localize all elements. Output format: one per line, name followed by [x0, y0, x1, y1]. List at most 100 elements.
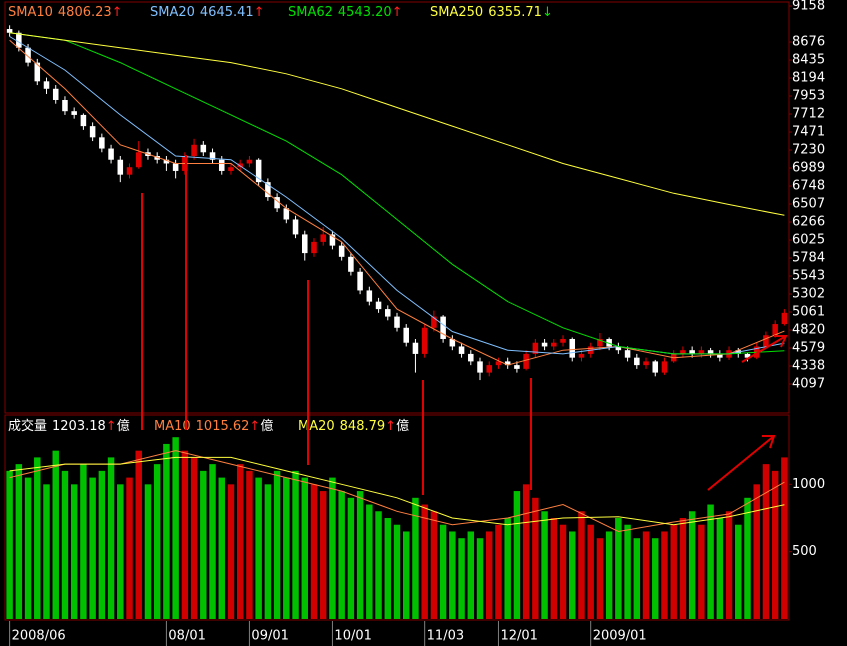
y-tick-label: 8194 [792, 71, 825, 86]
volume-bar [366, 504, 373, 619]
legend-entry: MA10 1015.62↑億 [154, 418, 273, 434]
volume-bar [698, 524, 705, 619]
candle-body [569, 338, 576, 358]
legend-arrow: ↑ [249, 419, 260, 434]
volume-bar [688, 511, 696, 619]
candle-body [624, 350, 631, 358]
volume-bar [61, 470, 69, 619]
volume-bar [707, 504, 714, 619]
y-tick-label: 1000 [792, 477, 825, 492]
y-tick-label: 5302 [792, 287, 825, 302]
legend-entry: SMA10 4806.23↑ [8, 5, 123, 20]
candle-body [652, 361, 659, 373]
arrow-head [762, 435, 776, 449]
candle-body [431, 316, 437, 328]
volume-bar [117, 484, 124, 619]
legend-name: SMA10 [8, 5, 53, 20]
volume-bar [6, 470, 13, 619]
candle-body [348, 256, 354, 272]
annotation-arrow [741, 335, 787, 363]
candle-body [366, 290, 373, 302]
volume-bar [569, 531, 576, 619]
y-tick-label: 5543 [792, 269, 825, 284]
ma-line [9, 39, 785, 366]
volume-bar [255, 477, 262, 619]
legend-unit: 億 [396, 418, 409, 434]
candle-body [311, 241, 317, 254]
annotations [141, 155, 788, 495]
x-tick-label: 09/01 [251, 629, 288, 644]
candle-body [117, 159, 124, 175]
legend-name: MA10 [154, 419, 191, 434]
candle-body [698, 350, 705, 354]
candle-body [172, 163, 179, 171]
legend-name: SMA20 [150, 5, 195, 20]
y-tick-label: 9158 [792, 0, 825, 14]
candle-body [43, 81, 50, 89]
volume-bar [449, 531, 456, 619]
x-tick-label: 08/01 [168, 629, 205, 644]
candle-body [661, 361, 668, 373]
volume-bar [163, 443, 170, 619]
legend-entry: MA20 848.79↑億 [298, 418, 409, 434]
volume-bar [301, 477, 308, 619]
candle-body [781, 312, 788, 325]
volume-bar [781, 457, 788, 619]
arrow-head [774, 335, 788, 348]
legend-name: SMA62 [288, 5, 333, 20]
legend-name: MA20 [298, 419, 335, 434]
candle-body [514, 365, 520, 369]
legend-entry: SMA20 4645.41↑ [150, 5, 265, 20]
y-tick-label: 7230 [792, 143, 825, 158]
candle-body [643, 361, 649, 366]
volume-bar [504, 518, 511, 619]
volume-bar [735, 524, 742, 619]
y-tick-label: 4338 [792, 359, 825, 374]
plot: 9158 8676 8435 8194 7953 7712 7471 7230 6989 6748… [6, 0, 825, 646]
legend-arrow: ↑ [392, 5, 403, 20]
legend-value: 4543.20 [338, 5, 392, 20]
volume-bar [578, 511, 585, 619]
volume-bar [725, 511, 733, 619]
volume-bar [670, 524, 677, 619]
annotation-arrow [707, 435, 775, 491]
volume-bar [661, 531, 668, 619]
candle-body [578, 353, 585, 358]
candle-body [495, 361, 502, 366]
candle-body [440, 316, 446, 339]
volume-bar [532, 497, 539, 619]
y-tick-label: 5784 [792, 251, 825, 266]
candle-body [191, 144, 197, 157]
candle-body [634, 357, 640, 366]
candle-body [597, 338, 603, 347]
y-tick-label: 8435 [792, 53, 825, 68]
y-tick-label: 7471 [792, 125, 825, 140]
volume-bar [412, 497, 419, 619]
volume-bar [246, 470, 253, 619]
candle-body [16, 32, 22, 48]
volume-bar [439, 524, 447, 619]
candle-body [375, 301, 382, 310]
y-tick-label: 6748 [792, 179, 825, 194]
volume-bar [393, 524, 401, 619]
volume-bar [153, 464, 161, 619]
volume-bar [273, 470, 281, 619]
price-panel [4, 1, 790, 414]
candle-body [551, 342, 557, 347]
y-tick-label: 7712 [792, 107, 825, 122]
volume-bar [642, 531, 650, 619]
volume-bar [587, 524, 594, 619]
volume-bar [292, 470, 299, 619]
volume-bar [135, 450, 142, 619]
volume-bar [200, 470, 207, 619]
volume-bar [476, 538, 484, 619]
x-tick-label: 2008/06 [12, 629, 66, 644]
volume-bar [209, 464, 216, 619]
volume-bar [236, 464, 244, 619]
candle-body [468, 353, 474, 362]
volume-bar [264, 484, 272, 619]
volume-bar [550, 518, 558, 619]
volume-bar [762, 464, 770, 619]
legend-value: 848.79 [340, 419, 386, 434]
volume-bar [495, 524, 502, 619]
